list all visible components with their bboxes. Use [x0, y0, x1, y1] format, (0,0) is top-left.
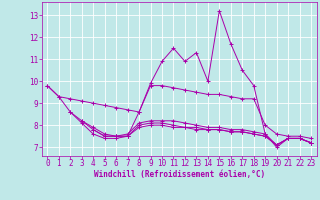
- X-axis label: Windchill (Refroidissement éolien,°C): Windchill (Refroidissement éolien,°C): [94, 170, 265, 179]
